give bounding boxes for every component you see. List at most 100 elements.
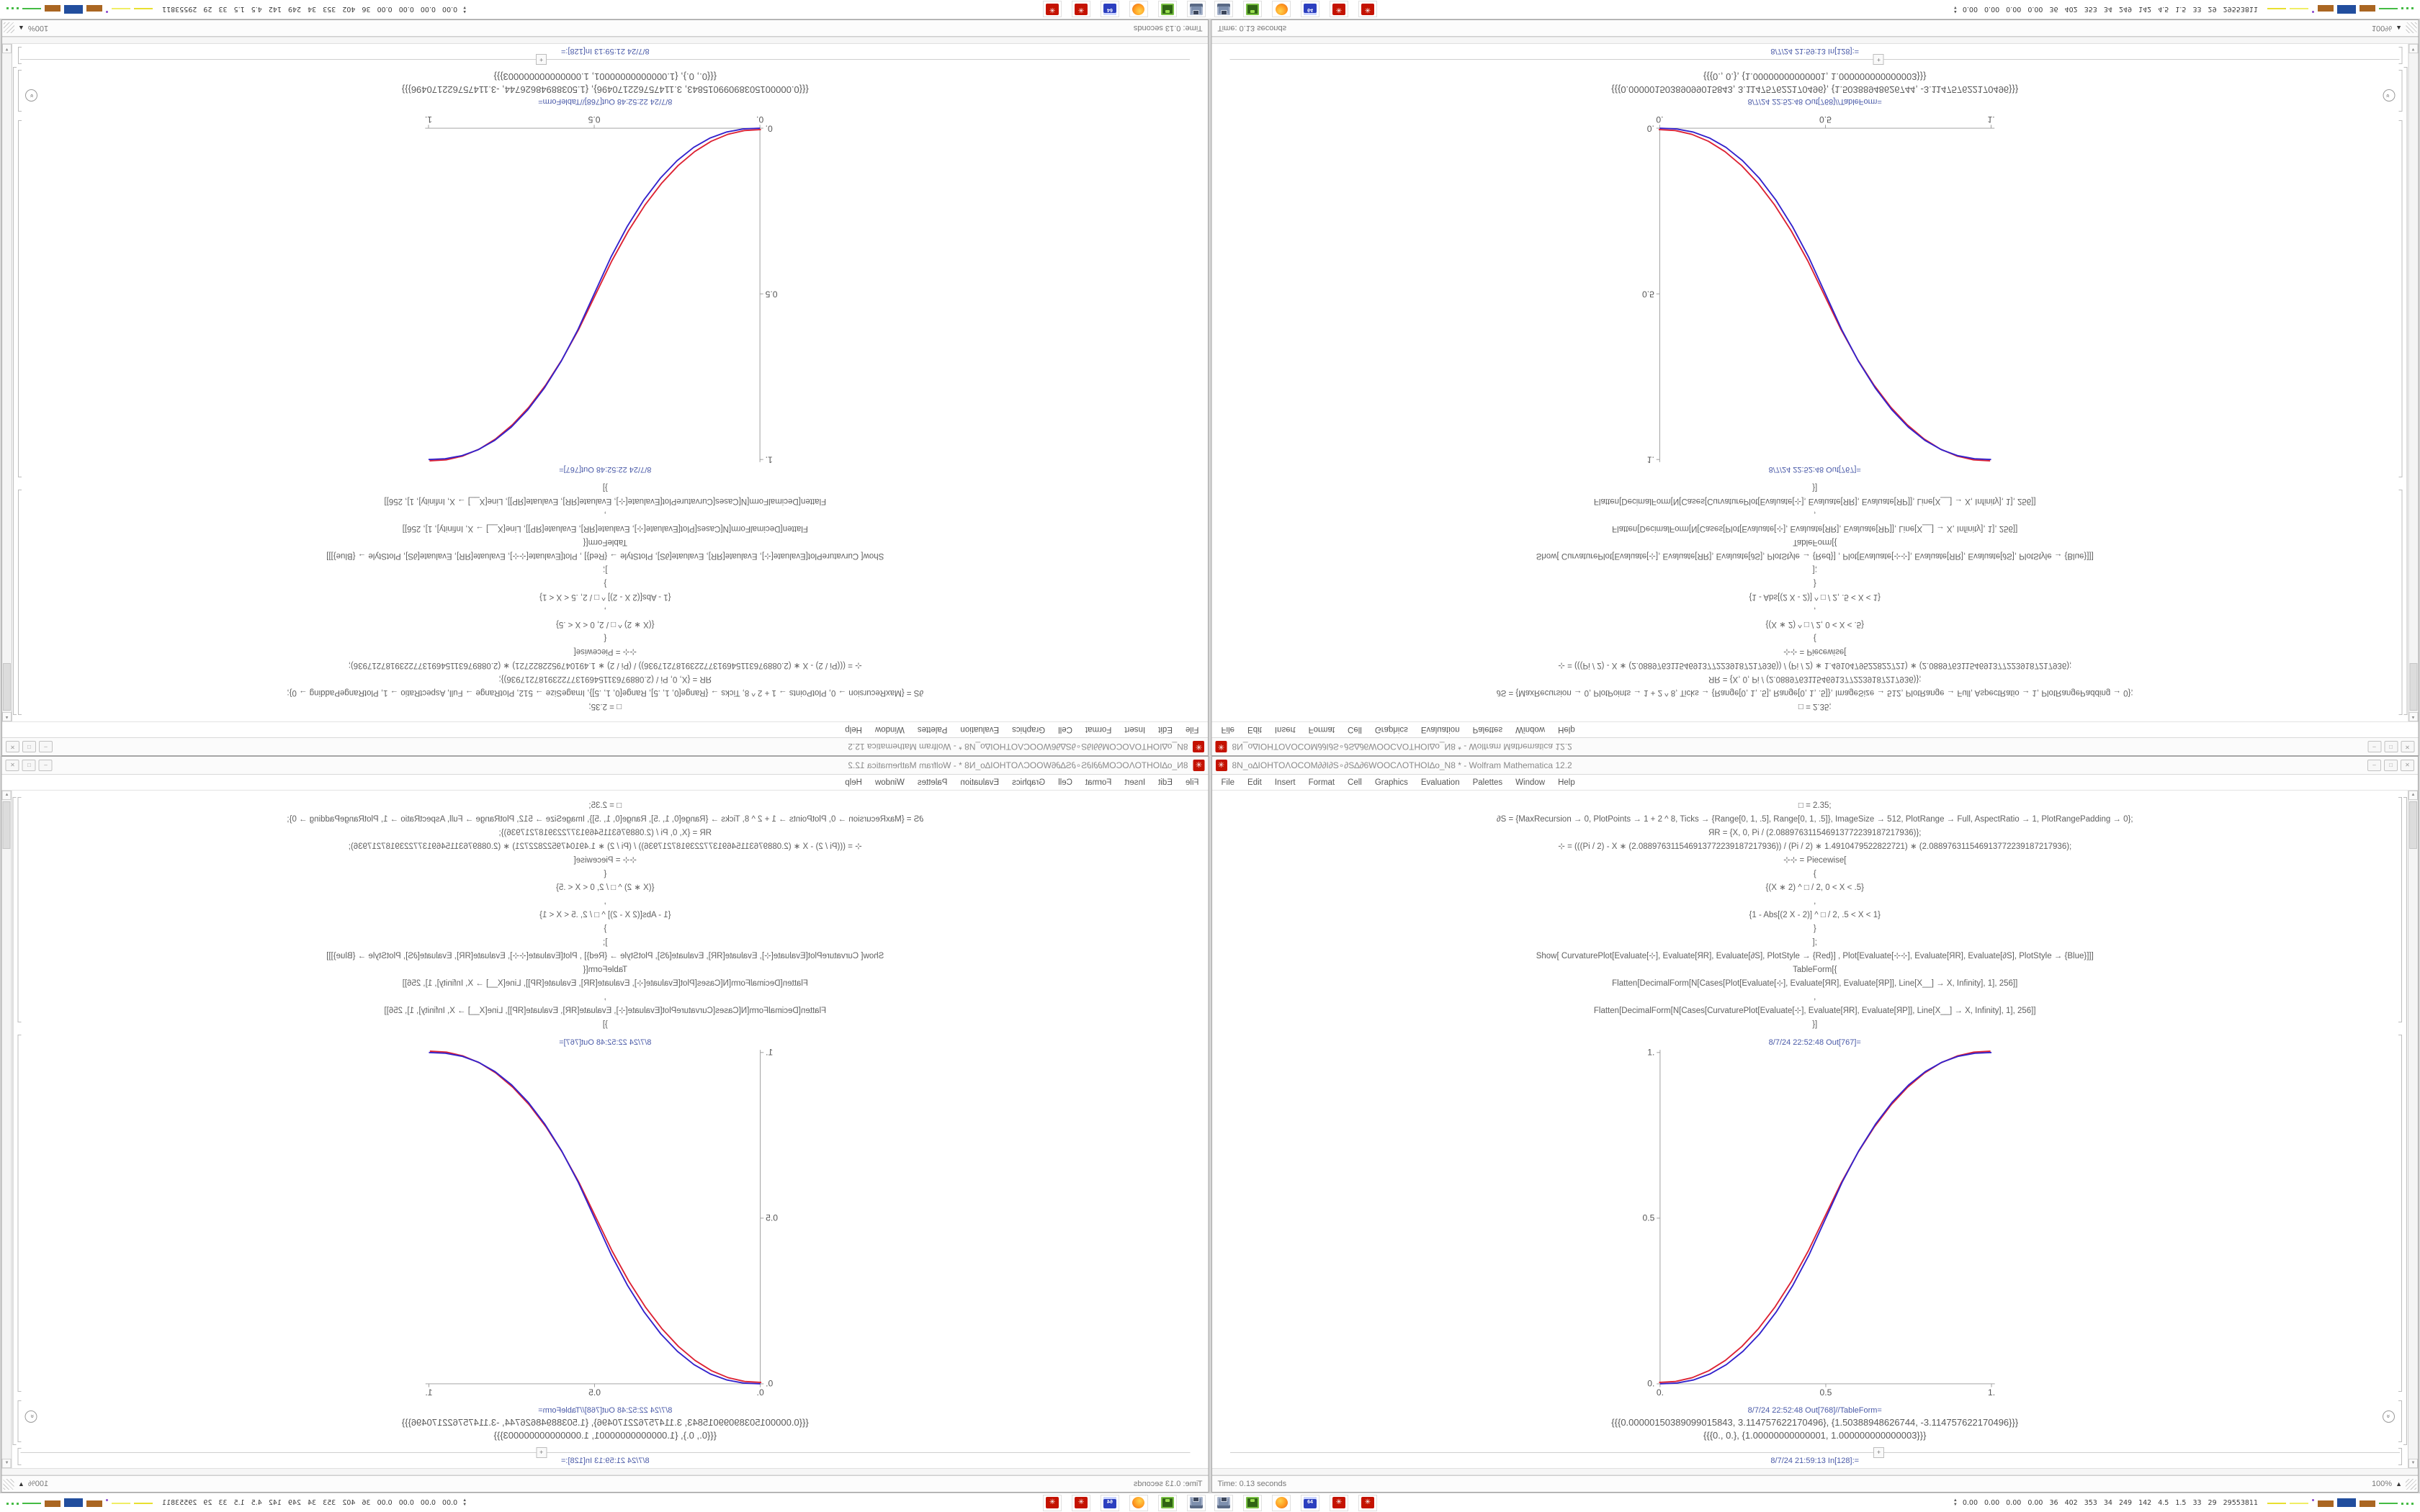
code-line[interactable]: Flatten[DecimalForm[N[Cases[CurvaturePlo…: [1593, 497, 2036, 505]
cell-group-bracket[interactable]: [13, 797, 17, 1446]
input-code-cell[interactable]: □ = 2.35; ∂S = {MaxRecursion → 0, PlotPoi…: [1497, 799, 2133, 1032]
menu-item[interactable]: Format: [1085, 725, 1112, 734]
code-line[interactable]: }: [604, 924, 607, 933]
code-line[interactable]: ∂S = {MaxRecursion → 0, PlotPoints → 1 +…: [1496, 688, 2133, 697]
screenshot-tool-icon[interactable]: [1217, 4, 1230, 15]
taskbar-iconbox[interactable]: ✳: [1043, 1494, 1062, 1511]
menu-item[interactable]: Graphics: [1374, 778, 1408, 787]
close-button[interactable]: ✕: [6, 760, 19, 771]
code-line[interactable]: }]: [1812, 1020, 1818, 1029]
vertical-scrollbar[interactable]: ▲ ▼: [2408, 44, 2418, 721]
taskbar-iconbox[interactable]: ✳: [1358, 1, 1377, 18]
save-64-icon[interactable]: 64: [1103, 4, 1116, 15]
code-line[interactable]: ];: [603, 938, 608, 947]
code-line[interactable]: ⊹ = (((Pi / 2) - X ∗ (2.0889763115469137…: [1558, 842, 2072, 851]
terminal-app-icon[interactable]: [1161, 4, 1174, 15]
code-line[interactable]: Flatten[DecimalForm[N[Cases[CurvaturePlo…: [384, 497, 827, 505]
save-64-icon[interactable]: 64: [1103, 1497, 1116, 1508]
insert-cell-plus-icon[interactable]: +: [1873, 1447, 1884, 1458]
taskbar-iconbox[interactable]: ✳: [1330, 1494, 1348, 1511]
cell-insertion-bar[interactable]: +: [1229, 1447, 2400, 1458]
minimize-button[interactable]: –: [2367, 741, 2381, 752]
minimize-button[interactable]: –: [2367, 760, 2381, 771]
cell-expander-icon[interactable]: »: [25, 1410, 37, 1423]
code-line[interactable]: □ = 2.35;: [588, 801, 622, 810]
input-code-cell[interactable]: □ = 2.35; ∂S = {MaxRecursion → 0, PlotPoi…: [287, 480, 923, 713]
screenshot-tool-icon[interactable]: [1190, 1497, 1203, 1508]
menu-item[interactable]: Edit: [1247, 778, 1262, 787]
code-line[interactable]: ⊹ = (((Pi / 2) - X ∗ (2.0889763115469137…: [348, 842, 862, 851]
code-line[interactable]: ⊹⊹ = Piecewise[: [573, 856, 637, 865]
taskbar-iconbox[interactable]: 64: [1301, 1, 1319, 18]
menu-item[interactable]: Insert: [1124, 778, 1146, 787]
taskbar-iconbox[interactable]: ✳: [1358, 1494, 1377, 1511]
window-titlebar[interactable]: ✳ 8N_o∆IOHTOΛOCOM∂∂I∂S∘∂S∆∂6WOOCΛOTHOI∆o…: [2, 737, 1209, 755]
code-line[interactable]: {1 - Abs[(2 X - 2)] ^ □ / 2, .5 < X < 1}: [539, 911, 671, 919]
terminal-app-icon[interactable]: [1246, 4, 1259, 15]
scroll-up-icon[interactable]: ▲: [2, 791, 12, 800]
cell-bracket[interactable]: [2398, 490, 2402, 715]
menu-item[interactable]: Graphics: [1012, 778, 1046, 787]
code-line[interactable]: Flatten[DecimalForm[N[Cases[Plot[Evaluat…: [1612, 979, 2018, 988]
minimize-button[interactable]: –: [39, 760, 53, 771]
code-line[interactable]: ∂S = {MaxRecursion → 0, PlotPoints → 1 +…: [1496, 815, 2133, 824]
code-line[interactable]: {1 - Abs[(2 X - 2)] ^ □ / 2, .5 < X < 1}: [539, 593, 671, 601]
code-line[interactable]: ЯR = {X, 0, Pi / (2.08897631154691377223…: [1708, 675, 1922, 683]
taskbar-iconbox[interactable]: [1187, 1494, 1206, 1511]
taskbar-iconbox[interactable]: [1243, 1, 1262, 18]
menu-item[interactable]: Evaluation: [1420, 725, 1460, 734]
cell-bracket[interactable]: [18, 490, 22, 715]
firefox-icon[interactable]: [1275, 1497, 1288, 1508]
scroll-down-icon[interactable]: ▼: [2, 1459, 12, 1468]
code-line[interactable]: ,: [1814, 993, 1816, 1002]
menu-item[interactable]: Format: [1308, 725, 1335, 734]
code-line[interactable]: Show[ CurvaturePlot[Evaluate[⊹], Evaluat…: [326, 952, 884, 960]
code-line[interactable]: {: [604, 634, 607, 642]
code-line[interactable]: ,: [1814, 897, 1816, 906]
code-line[interactable]: }: [1813, 579, 1816, 588]
code-line[interactable]: ,: [1814, 510, 1816, 519]
close-button[interactable]: ✕: [2401, 741, 2414, 752]
mathematica-icon[interactable]: ✳: [1332, 4, 1345, 15]
code-line[interactable]: ЯR = {X, 0, Pi / (2.08897631154691377223…: [498, 829, 712, 837]
menu-item[interactable]: Edit: [1158, 778, 1173, 787]
code-line[interactable]: {(X ∗ 2) ^ □ / 2, 0 < X < .5}: [556, 883, 655, 892]
menu-item[interactable]: Evaluation: [960, 778, 1000, 787]
code-line[interactable]: ,: [1814, 606, 1816, 615]
code-line[interactable]: ,: [604, 897, 606, 906]
window-resize-grip[interactable]: [2406, 1478, 2416, 1490]
code-line[interactable]: Show[ CurvaturePlot[Evaluate[⊹], Evaluat…: [1536, 952, 2094, 960]
taskbar-iconbox[interactable]: [1214, 1494, 1233, 1511]
code-line[interactable]: {1 - Abs[(2 X - 2)] ^ □ / 2, .5 < X < 1}: [1749, 911, 1881, 919]
zoom-popup-triangle-icon[interactable]: ▲: [18, 1480, 24, 1488]
code-line[interactable]: {1 - Abs[(2 X - 2)] ^ □ / 2, .5 < X < 1}: [1749, 593, 1881, 601]
code-line[interactable]: Show[ CurvaturePlot[Evaluate[⊹], Evaluat…: [1536, 552, 2094, 560]
maximize-button[interactable]: □: [22, 741, 36, 752]
code-line[interactable]: □ = 2.35;: [1798, 702, 1832, 711]
code-line[interactable]: Flatten[DecimalForm[N[Cases[CurvaturePlo…: [384, 1007, 827, 1015]
cell-bracket[interactable]: [2398, 69, 2402, 112]
code-line[interactable]: ];: [1812, 938, 1817, 947]
code-line[interactable]: TableForm[{: [583, 966, 627, 974]
save-64-icon[interactable]: 64: [1304, 1497, 1317, 1508]
menu-item[interactable]: Format: [1085, 778, 1112, 787]
magnification-control[interactable]: 100% ▲: [2, 22, 48, 34]
mathematica-icon[interactable]: ✳: [1046, 4, 1059, 15]
menu-item[interactable]: Palettes: [1472, 778, 1503, 787]
taskbar-iconbox[interactable]: ✳: [1043, 1, 1062, 18]
cell-bracket[interactable]: [2398, 120, 2402, 478]
cell-expander-icon[interactable]: »: [2383, 89, 2395, 102]
menu-item[interactable]: Cell: [1058, 778, 1072, 787]
zoom-level[interactable]: 100%: [2371, 24, 2393, 32]
menu-item[interactable]: Cell: [1348, 725, 1362, 734]
taskbar-iconbox[interactable]: [1272, 1494, 1291, 1511]
terminal-app-icon[interactable]: [1161, 1497, 1174, 1508]
menu-item[interactable]: Format: [1308, 778, 1335, 787]
code-line[interactable]: ,: [604, 606, 606, 615]
cell-bracket[interactable]: [18, 797, 22, 1022]
firefox-icon[interactable]: [1275, 4, 1288, 15]
code-line[interactable]: {(X ∗ 2) ^ □ / 2, 0 < X < .5}: [1765, 883, 1864, 892]
zoom-popup-triangle-icon[interactable]: ▲: [18, 24, 24, 32]
code-line[interactable]: {(X ∗ 2) ^ □ / 2, 0 < X < .5}: [1765, 620, 1864, 629]
code-line[interactable]: {: [604, 870, 607, 878]
